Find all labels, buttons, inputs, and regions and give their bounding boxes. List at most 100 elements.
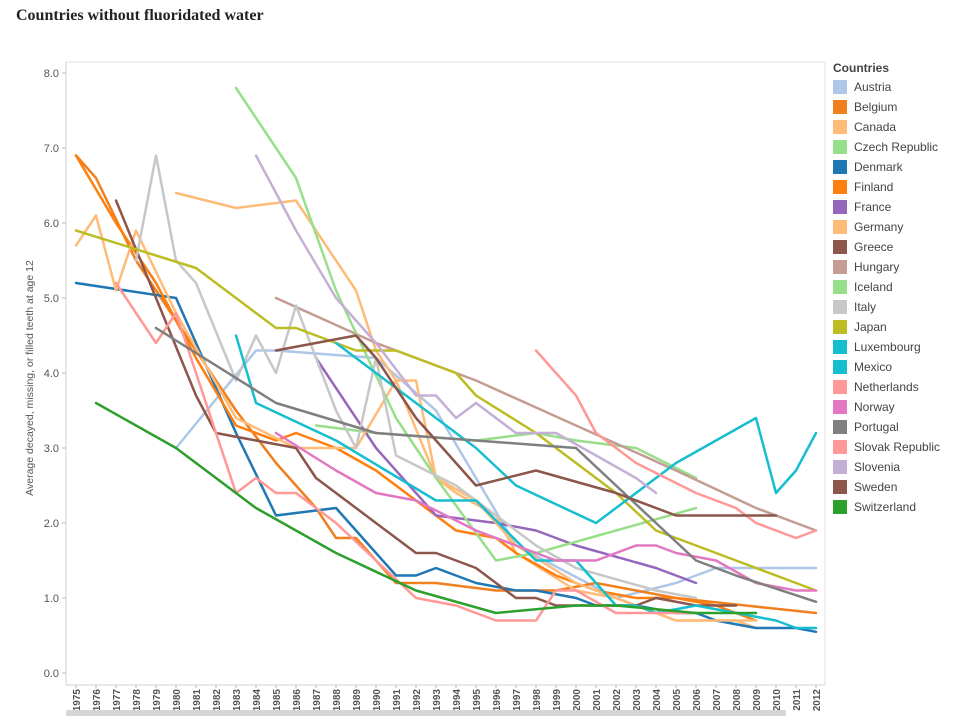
legend-swatch — [833, 160, 847, 174]
legend-item-greece[interactable]: Greece — [833, 237, 951, 257]
legend-item-slovak-republic[interactable]: Slovak Republic — [833, 437, 951, 457]
series-line-mexico[interactable] — [334, 341, 818, 525]
x-tick-label: 2007 — [712, 689, 723, 712]
x-tick-label: 2002 — [612, 689, 623, 712]
legend-swatch — [833, 260, 847, 274]
series-line-japan[interactable] — [74, 229, 818, 592]
x-tick-label: 1981 — [192, 689, 203, 712]
x-tick-label: 1989 — [352, 689, 363, 712]
legend-item-slovenia[interactable]: Slovenia — [833, 457, 951, 477]
series-line-switzerland[interactable] — [94, 401, 758, 615]
legend-swatch — [833, 360, 847, 374]
legend-swatch — [833, 320, 847, 334]
legend: Countries Austria Belgium Canada Czech Repu… — [833, 61, 951, 517]
legend-item-luxembourg[interactable]: Luxembourg — [833, 337, 951, 357]
legend-item-finland[interactable]: Finland — [833, 177, 951, 197]
x-tick-label: 2009 — [752, 689, 763, 712]
series-line-finland[interactable] — [74, 154, 758, 622]
legend-item-switzerland[interactable]: Switzerland — [833, 497, 951, 517]
legend-swatch — [833, 180, 847, 194]
legend-label: Slovenia — [854, 460, 901, 474]
y-tick-label: 1.0 — [44, 593, 59, 605]
x-tick-label: 1984 — [252, 689, 263, 712]
legend-label: Portugal — [854, 420, 899, 434]
series-line-austria[interactable] — [174, 349, 818, 600]
legend-item-italy[interactable]: Italy — [833, 297, 951, 317]
legend-swatch — [833, 240, 847, 254]
legend-item-netherlands[interactable]: Netherlands — [833, 377, 951, 397]
legend-label: Hungary — [854, 260, 900, 274]
y-axis-label: Average decayed, missing, or filled teet… — [24, 260, 36, 496]
x-tick-label: 1996 — [492, 689, 503, 712]
legend-label: Japan — [854, 320, 887, 334]
series-line-denmark[interactable] — [74, 281, 818, 634]
legend-swatch — [833, 280, 847, 294]
y-tick-label: 3.0 — [44, 443, 59, 455]
legend-label: Mexico — [854, 360, 893, 374]
x-tick-label: 2001 — [592, 689, 603, 712]
legend-label: Italy — [854, 300, 877, 314]
x-tick-label: 1994 — [452, 689, 463, 712]
series-lines — [74, 86, 818, 634]
legend-item-czech-republic[interactable]: Czech Republic — [833, 137, 951, 157]
legend-item-france[interactable]: France — [833, 197, 951, 217]
legend-swatch — [833, 400, 847, 414]
series-line-slovenia[interactable] — [254, 154, 658, 495]
legend-swatch — [833, 340, 847, 354]
legend-swatch — [833, 460, 847, 474]
x-tick-label: 2000 — [572, 689, 583, 712]
legend-item-hungary[interactable]: Hungary — [833, 257, 951, 277]
x-tick-label: 1977 — [112, 689, 123, 712]
legend-item-germany[interactable]: Germany — [833, 217, 951, 237]
legend-label: Netherlands — [854, 380, 919, 394]
legend-swatch — [833, 220, 847, 234]
legend-item-iceland[interactable]: Iceland — [833, 277, 951, 297]
x-tick-label: 2006 — [692, 689, 703, 712]
y-tick-labels: 0.0 1.0 2.0 3.0 4.0 5.0 6.0 7.0 8.0 — [44, 68, 66, 680]
series-line-norway[interactable] — [274, 431, 818, 592]
series-line-france[interactable] — [314, 356, 698, 585]
legend-item-canada[interactable]: Canada — [833, 117, 951, 137]
series-line-iceland[interactable] — [234, 86, 698, 562]
x-tick-label: 1997 — [512, 689, 523, 712]
y-tick-label: 6.0 — [44, 218, 59, 230]
legend-item-austria[interactable]: Austria — [833, 77, 951, 97]
legend-swatch — [833, 200, 847, 214]
legend-item-mexico[interactable]: Mexico — [833, 357, 951, 377]
series-line-italy[interactable] — [134, 154, 698, 600]
y-tick-label: 2.0 — [44, 518, 59, 530]
series-line-portugal[interactable] — [154, 326, 818, 604]
y-tick-label: 8.0 — [44, 68, 59, 80]
chart-axes — [65, 61, 826, 686]
legend-item-portugal[interactable]: Portugal — [833, 417, 951, 437]
x-tick-label: 1995 — [472, 689, 483, 712]
horizontal-scrollbar[interactable] — [66, 710, 786, 716]
x-tick-label: 1983 — [232, 689, 243, 712]
y-tick-label: 5.0 — [44, 293, 59, 305]
series-line-belgium[interactable] — [74, 154, 818, 615]
legend-label: Slovak Republic — [854, 440, 941, 454]
legend-swatch — [833, 140, 847, 154]
x-tick-label: 1998 — [532, 689, 543, 712]
legend-item-sweden[interactable]: Sweden — [833, 477, 951, 497]
x-tick-label: 1993 — [432, 689, 443, 712]
legend-item-denmark[interactable]: Denmark — [833, 157, 951, 177]
y-tick-label: 7.0 — [44, 143, 59, 155]
legend-label: Switzerland — [854, 500, 917, 514]
legend-item-norway[interactable]: Norway — [833, 397, 951, 417]
x-tick-label: 1988 — [332, 689, 343, 712]
legend-item-belgium[interactable]: Belgium — [833, 97, 951, 117]
x-tick-label: 1985 — [272, 689, 283, 712]
x-tick-label: 2004 — [652, 689, 663, 712]
legend-swatch — [833, 100, 847, 114]
series-line-slovak-republic[interactable] — [534, 349, 818, 540]
series-line-netherlands[interactable] — [114, 281, 698, 622]
series-line-sweden[interactable] — [274, 334, 778, 517]
legend-item-japan[interactable]: Japan — [833, 317, 951, 337]
y-tick-label: 4.0 — [44, 368, 59, 380]
x-tick-label: 1999 — [552, 689, 563, 712]
legend-label: Canada — [854, 120, 897, 134]
legend-label: Greece — [854, 240, 894, 254]
legend-swatch — [833, 380, 847, 394]
x-tick-label: 1987 — [312, 689, 323, 712]
